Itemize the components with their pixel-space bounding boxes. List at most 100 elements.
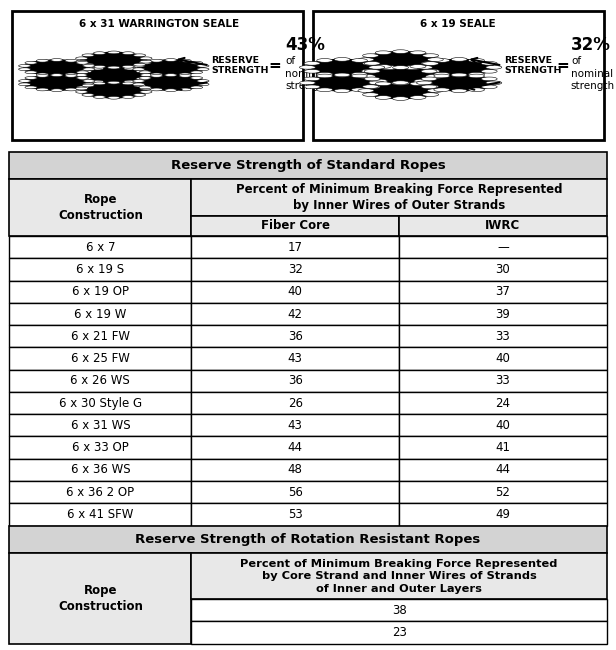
Text: =: = xyxy=(269,58,282,73)
Text: 17: 17 xyxy=(288,240,303,254)
Circle shape xyxy=(486,66,502,69)
Circle shape xyxy=(65,73,77,76)
Bar xyxy=(9,151,607,179)
Bar xyxy=(9,553,192,644)
Circle shape xyxy=(334,58,350,61)
Circle shape xyxy=(358,58,374,61)
Bar xyxy=(9,392,192,414)
Text: 33: 33 xyxy=(495,330,510,343)
Circle shape xyxy=(317,58,333,62)
Circle shape xyxy=(76,86,89,89)
Circle shape xyxy=(403,66,421,70)
Circle shape xyxy=(134,63,145,66)
Text: RESERVE
STRENGTH: RESERVE STRENGTH xyxy=(504,56,562,75)
Circle shape xyxy=(375,51,391,55)
Circle shape xyxy=(428,58,444,61)
Circle shape xyxy=(18,79,31,83)
Circle shape xyxy=(421,77,437,81)
Circle shape xyxy=(190,86,203,89)
Circle shape xyxy=(82,94,94,96)
Circle shape xyxy=(25,77,37,79)
Text: 48: 48 xyxy=(288,463,302,476)
Circle shape xyxy=(299,81,315,84)
Circle shape xyxy=(132,68,145,71)
Circle shape xyxy=(76,87,88,90)
Bar xyxy=(9,370,192,392)
Circle shape xyxy=(366,67,436,83)
Circle shape xyxy=(299,66,315,69)
Circle shape xyxy=(18,68,31,71)
Circle shape xyxy=(18,83,31,86)
Bar xyxy=(192,179,607,216)
Circle shape xyxy=(24,60,90,75)
Circle shape xyxy=(451,73,467,77)
Circle shape xyxy=(83,64,95,67)
Bar xyxy=(399,481,607,503)
Circle shape xyxy=(139,71,151,73)
Text: 43: 43 xyxy=(288,419,302,432)
Circle shape xyxy=(150,75,163,77)
Circle shape xyxy=(363,62,379,66)
Bar xyxy=(399,414,607,437)
Circle shape xyxy=(481,62,497,65)
Text: 6 x 21 FW: 6 x 21 FW xyxy=(71,330,130,343)
Circle shape xyxy=(140,57,152,60)
Bar xyxy=(9,414,192,437)
Circle shape xyxy=(351,74,367,78)
Text: 6 x 36 2 OP: 6 x 36 2 OP xyxy=(67,486,134,499)
Bar xyxy=(9,503,192,526)
Circle shape xyxy=(94,52,105,55)
Text: 6 x 19 OP: 6 x 19 OP xyxy=(72,285,129,298)
Circle shape xyxy=(421,70,437,73)
Circle shape xyxy=(307,75,377,91)
Text: Percent of Minimum Breaking Force Represented
by Core Strand and Inner Wires of : Percent of Minimum Breaking Force Repres… xyxy=(240,559,558,593)
Text: 6 x 19 W: 6 x 19 W xyxy=(74,307,126,320)
Bar xyxy=(9,459,192,481)
Circle shape xyxy=(81,53,147,68)
Bar xyxy=(9,236,192,258)
Text: 6 x 19 SEALE: 6 x 19 SEALE xyxy=(419,19,495,29)
Circle shape xyxy=(122,66,134,68)
Bar xyxy=(399,236,607,258)
Bar xyxy=(192,370,399,392)
Text: IWRC: IWRC xyxy=(485,220,521,233)
Circle shape xyxy=(91,67,103,70)
Text: 40: 40 xyxy=(495,419,511,432)
Circle shape xyxy=(434,74,450,78)
Circle shape xyxy=(481,85,497,88)
Circle shape xyxy=(132,64,145,67)
Circle shape xyxy=(416,66,432,69)
Circle shape xyxy=(481,77,497,81)
Bar xyxy=(192,481,399,503)
Circle shape xyxy=(421,62,437,65)
Circle shape xyxy=(197,79,209,83)
Bar xyxy=(399,392,607,414)
Circle shape xyxy=(139,61,151,64)
Circle shape xyxy=(139,86,151,89)
Circle shape xyxy=(481,70,497,73)
Circle shape xyxy=(421,69,440,73)
Circle shape xyxy=(25,61,37,64)
Circle shape xyxy=(197,68,209,71)
Circle shape xyxy=(136,70,148,73)
Circle shape xyxy=(304,85,320,88)
Bar xyxy=(192,503,399,526)
Bar xyxy=(313,10,604,140)
Circle shape xyxy=(423,62,439,66)
Bar xyxy=(192,325,399,347)
Circle shape xyxy=(36,59,49,62)
Circle shape xyxy=(363,84,379,88)
Circle shape xyxy=(164,89,177,92)
Bar xyxy=(9,325,192,347)
Circle shape xyxy=(108,81,120,84)
Circle shape xyxy=(140,87,152,90)
Text: =: = xyxy=(556,58,569,73)
Circle shape xyxy=(150,88,163,91)
Circle shape xyxy=(304,77,320,81)
Circle shape xyxy=(351,58,367,62)
Circle shape xyxy=(375,96,391,99)
Bar xyxy=(192,553,607,599)
Bar xyxy=(192,392,399,414)
Circle shape xyxy=(392,66,408,70)
Circle shape xyxy=(364,77,380,81)
